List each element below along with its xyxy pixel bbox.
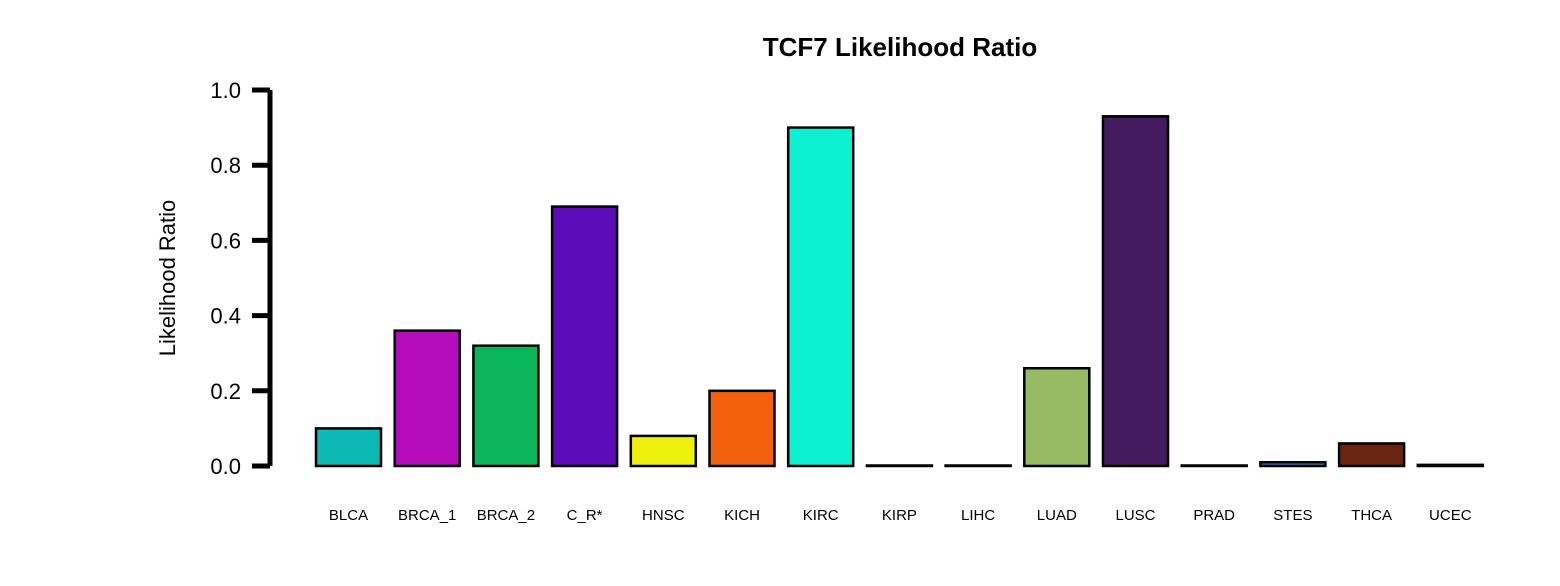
bar-c-r (550, 205, 619, 468)
bar-lihc (944, 464, 1012, 468)
x-tick-label: PRAD (1193, 507, 1235, 524)
y-tick-label: 0.8 (210, 153, 241, 178)
bar-hnsc (629, 434, 698, 468)
x-tick-label: KIRC (803, 507, 839, 524)
y-tick-label: 0.0 (210, 454, 241, 479)
y-tick-label: 0.6 (210, 228, 241, 253)
x-tick-label: BLCA (329, 507, 368, 524)
bars (314, 115, 1485, 468)
bar-blca (314, 427, 383, 468)
x-tick-label: KIRP (882, 507, 917, 524)
bar-lusc (1101, 115, 1170, 468)
x-tick-label: STES (1273, 507, 1312, 524)
x-tick-label: THCA (1351, 507, 1392, 524)
bar-prad (1180, 464, 1248, 468)
x-tick-labels: BLCA BRCA_1 BRCA_2 C_R* HNSC KICH KIRC KIRP LIHC… (329, 507, 1472, 524)
bar-brca-1 (393, 329, 461, 468)
x-tick-label: KICH (724, 507, 760, 524)
x-tick-label: LUAD (1037, 507, 1077, 524)
bar-brca-2 (472, 344, 540, 468)
y-tick-label: 0.2 (210, 379, 241, 404)
bar-thca (1337, 442, 1406, 468)
chart-title: TCF7 Likelihood Ratio (763, 32, 1037, 62)
bar-luad (1023, 366, 1091, 468)
x-tick-label: LUSC (1115, 507, 1155, 524)
bar-stes (1259, 460, 1327, 468)
bar-ucec (1416, 463, 1485, 468)
y-axis-label: Likelihood Ratio (155, 200, 180, 357)
x-tick-label: HNSC (642, 507, 685, 524)
bar-kirp (865, 464, 934, 468)
y-tick-label: 1.0 (210, 78, 241, 103)
x-tick-label: BRCA_1 (398, 507, 456, 524)
bar-kich (708, 389, 776, 468)
x-tick-label: LIHC (961, 507, 995, 524)
y-tick-label: 0.4 (210, 304, 241, 329)
bar-kirc (786, 126, 855, 468)
x-tick-label: C_R* (567, 507, 603, 524)
x-tick-label: UCEC (1429, 507, 1472, 524)
x-tick-label: BRCA_2 (477, 507, 535, 524)
y-ticks: 0.0 0.2 0.4 0.6 0.8 1.0 (210, 78, 270, 479)
